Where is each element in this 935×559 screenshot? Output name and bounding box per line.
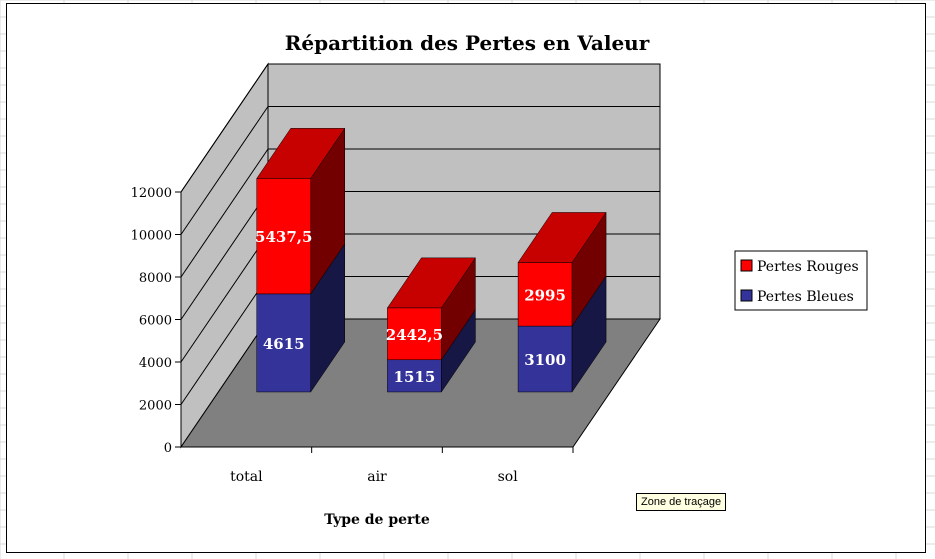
tooltip: Zone de traçage	[636, 493, 727, 511]
data-label: 2442,5	[386, 326, 443, 344]
legend: Pertes Rouges Pertes Bleues	[734, 250, 868, 311]
legend-box	[734, 250, 868, 311]
legend-label: Pertes Rouges	[757, 259, 859, 275]
y-tick-label: 10000	[131, 229, 172, 244]
x-tick-label: air	[367, 469, 387, 485]
bar-top-total	[256, 128, 346, 179]
gridline-side	[180, 106, 269, 235]
chart-title: Répartition des Pertes en Valeur	[285, 31, 650, 55]
bar-red-total	[256, 178, 311, 295]
y-tick-label: 8000	[139, 271, 172, 286]
gridline-side	[180, 233, 269, 363]
y-tick-label: 0	[164, 441, 172, 456]
data-label: 2995	[524, 286, 566, 304]
data-label: 1515	[394, 368, 436, 386]
bar-blue-air	[387, 359, 442, 393]
bar-blue-sol	[517, 325, 573, 393]
gridline-side	[180, 63, 269, 193]
bar-top-air	[386, 257, 476, 309]
gridline-side	[180, 148, 269, 278]
y-tick-label: 4000	[139, 356, 172, 371]
bar-red-air	[387, 307, 442, 361]
legend-swatch	[740, 259, 753, 272]
gridline-side	[180, 276, 269, 405]
bar-red-sol	[517, 262, 573, 327]
y-tick-label: 2000	[139, 399, 172, 414]
data-label: 5437,5	[255, 228, 312, 246]
data-label: 4615	[263, 335, 305, 353]
gridline-side	[180, 191, 269, 320]
x-tick-label: sol	[498, 469, 519, 485]
y-tick-label: 6000	[139, 314, 172, 329]
bar-top-sol	[517, 212, 607, 263]
x-tick-label: total	[230, 469, 263, 485]
legend-label: Pertes Bleues	[757, 289, 854, 305]
data-label: 3100	[524, 351, 566, 369]
y-tick-label: 12000	[131, 186, 172, 201]
legend-swatch	[740, 289, 753, 302]
x-axis-title: Type de perte	[324, 512, 430, 528]
